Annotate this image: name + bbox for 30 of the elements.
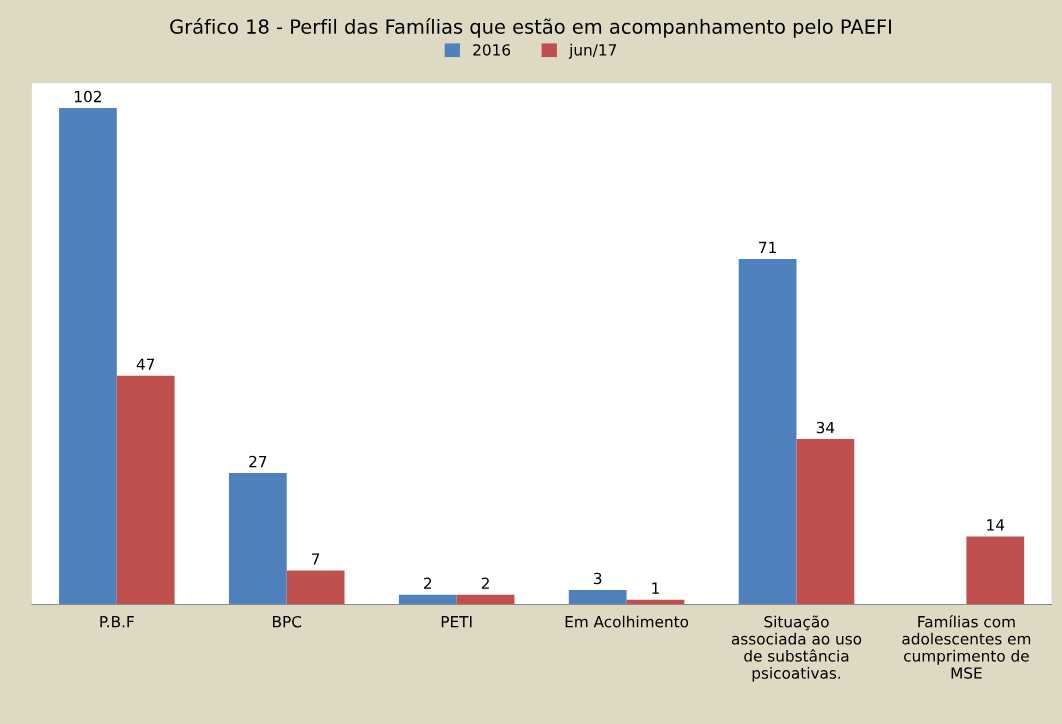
x-tick-label: Situação associada ao uso de substância psicoativas. [731, 615, 862, 682]
bar [228, 473, 287, 605]
data-label: 1 [652, 582, 659, 594]
bar [116, 375, 175, 605]
x-tick-label: Em Acolhimento [565, 615, 689, 628]
data-label: 2 [481, 577, 489, 589]
data-label: 47 [136, 358, 155, 370]
data-label: 3 [594, 572, 602, 585]
data-label: 14 [987, 519, 1005, 531]
bar [738, 258, 797, 605]
chart-title: Gráfico 18 - Perfil das Famílias que estão em acompanhamento pelo PAEFI [170, 18, 891, 38]
bar [568, 589, 627, 605]
bar [456, 594, 515, 605]
legend-label: jun/17 [568, 43, 617, 59]
legend-label: 2016 [473, 44, 511, 56]
x-tick-label: PETI [441, 616, 472, 628]
data-label: 71 [759, 241, 776, 254]
data-label: 27 [249, 455, 267, 468]
x-tick-label: Famílias com adolescentes em cumprimento de MSE [902, 615, 1031, 679]
bar [286, 570, 345, 605]
bar [966, 536, 1025, 605]
bar [398, 594, 457, 605]
x-tick-label: P.B.F [100, 616, 134, 628]
bar [59, 108, 117, 605]
x-tick-label: BPC [273, 615, 302, 628]
bar [796, 439, 855, 605]
data-label: 2 [424, 577, 432, 589]
data-label: 102 [75, 90, 101, 103]
data-label: 7 [312, 553, 320, 565]
data-label: 34 [816, 421, 835, 434]
